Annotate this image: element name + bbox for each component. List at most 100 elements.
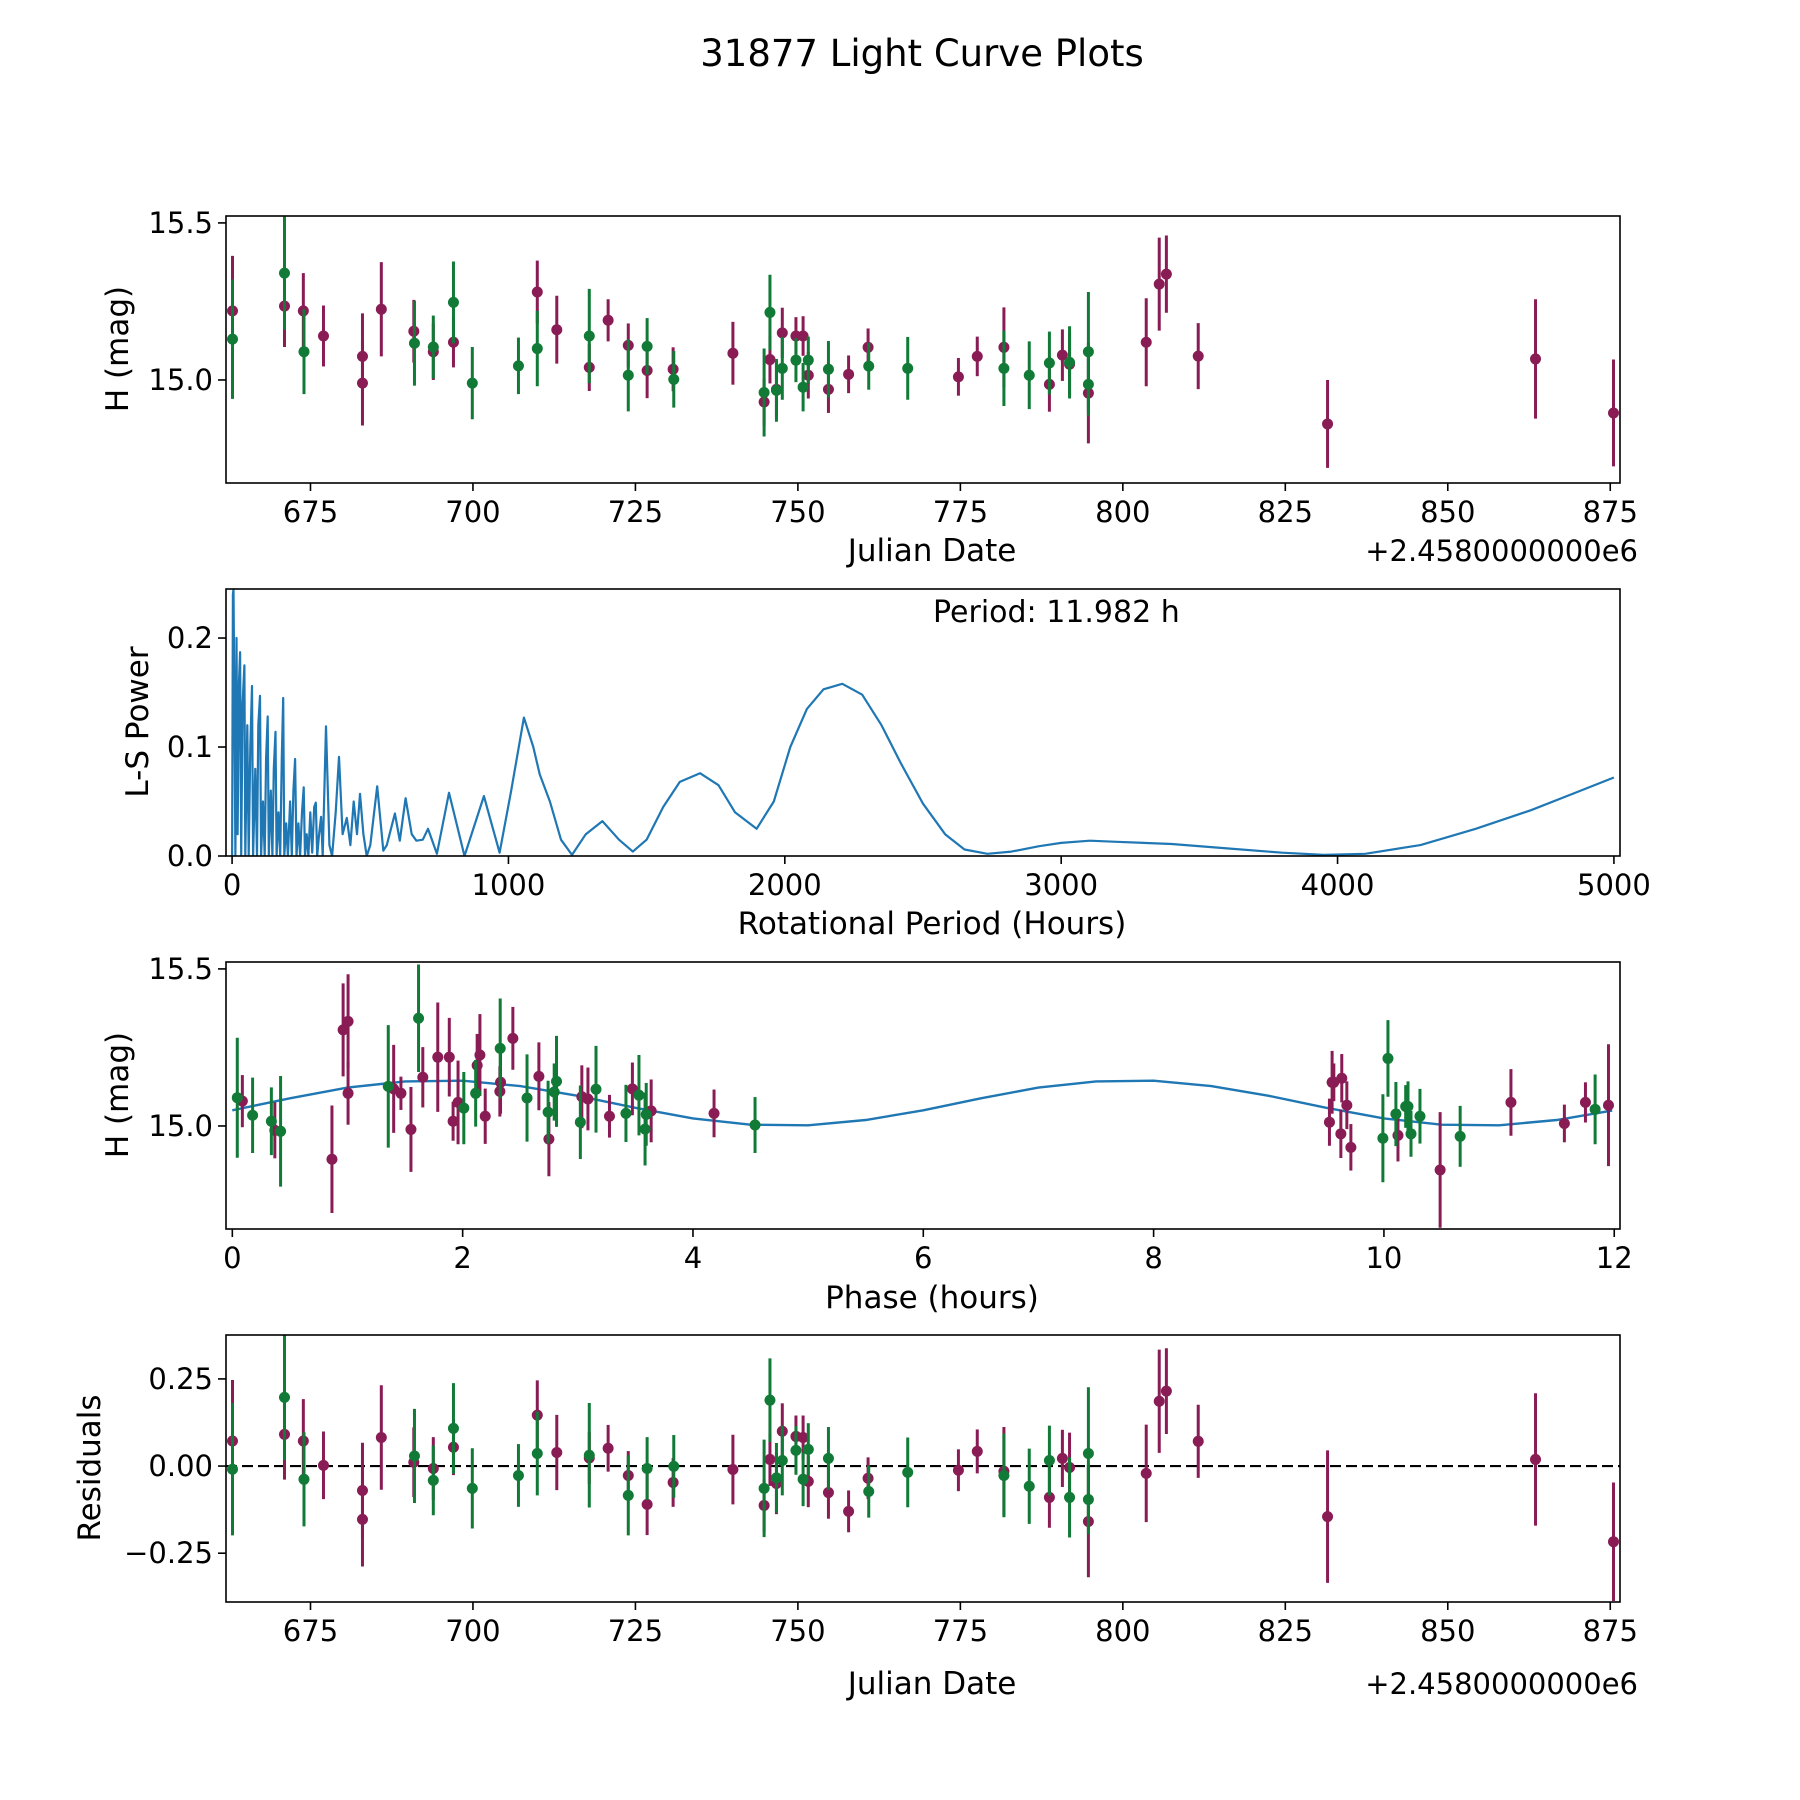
residuals-x-tick-label: 725: [608, 1614, 663, 1648]
phased-data-point: [443, 1051, 455, 1063]
phased-data-point: [342, 1087, 354, 1099]
phased-y-ticks: 15.0 15.5: [148, 952, 226, 1143]
residuals-data-point: [1160, 1385, 1172, 1397]
phased-data-point: [1579, 1096, 1591, 1108]
residuals-y-tick-label: 0.25: [148, 1362, 213, 1396]
residuals-data-point: [602, 1442, 614, 1454]
residuals-x-tick-label: 825: [1258, 1614, 1313, 1648]
lightcurve-data-point: [1056, 349, 1068, 361]
residuals-data-point: [427, 1474, 439, 1486]
residuals-data-point: [278, 1391, 290, 1403]
residuals-data-point: [408, 1450, 420, 1462]
phased-data-point: [1390, 1108, 1402, 1120]
lightcurve-x-tick-label: 850: [1420, 495, 1475, 529]
residuals-x-tick-label: 875: [1583, 1614, 1638, 1648]
lightcurve-x-tick-label: 800: [1095, 495, 1150, 529]
residuals-data-point: [668, 1460, 680, 1472]
phased-data-point: [1602, 1099, 1614, 1111]
lightcurve-x-tick-label: 725: [608, 495, 663, 529]
phased-x-tick-label: 2: [453, 1241, 471, 1275]
residuals-data-point: [317, 1459, 329, 1471]
phased-series-green: [231, 964, 1601, 1187]
residuals-data-point: [551, 1446, 563, 1458]
periodogram-y-tick-label: 0.0: [167, 839, 213, 873]
lightcurve-data-point: [1064, 356, 1076, 368]
residuals-data-point: [843, 1505, 855, 1517]
lightcurve-data-point: [466, 377, 478, 389]
phased-x-label: Phase (hours): [825, 1280, 1039, 1316]
phased-data-point: [1323, 1116, 1335, 1128]
phased-data-point: [326, 1153, 338, 1165]
phased-data-point: [1336, 1072, 1348, 1084]
phased-data-point: [548, 1086, 560, 1098]
residuals-x-label: Julian Date: [846, 1666, 1017, 1702]
lightcurve-data-point: [1043, 357, 1055, 369]
residuals-x-tick-label: 675: [283, 1614, 338, 1648]
phased-data-point: [275, 1125, 287, 1137]
phased-data-point: [1558, 1117, 1570, 1129]
lightcurve-data-point: [668, 373, 680, 385]
lightcurve-x-ticks: 675 700 725 750 775 800 825 850 875: [283, 483, 1638, 529]
residuals-data-point: [1153, 1395, 1165, 1407]
periodogram-x-tick-label: 1000: [472, 868, 546, 902]
residuals-data-point: [641, 1463, 653, 1474]
lightcurve-data-point: [764, 354, 776, 366]
periodogram-x-tick-label: 3000: [1024, 868, 1098, 902]
residuals-x-tick-label: 700: [445, 1614, 500, 1648]
residuals-data-point: [622, 1489, 634, 1501]
lightcurve-data-point: [776, 327, 788, 339]
lightcurve-data-point: [278, 267, 290, 279]
phased-data-point: [1345, 1141, 1357, 1153]
residuals-x-tick-label: 775: [933, 1614, 988, 1648]
residuals-data-point: [797, 1473, 809, 1485]
periodogram-x-tick-label: 2000: [748, 868, 822, 902]
lightcurve-data-point: [226, 333, 238, 345]
phased-data-point: [447, 1115, 459, 1127]
figure-title: 31877 Light Curve Plots: [700, 32, 1144, 75]
periodogram-x-tick-label: 5000: [1577, 868, 1651, 902]
residuals-data-point: [764, 1394, 776, 1406]
residuals-series-green: [226, 1335, 1094, 1538]
lightcurve-data-point: [758, 387, 770, 399]
residuals-data-point: [758, 1482, 770, 1494]
lightcurve-data-point: [447, 296, 459, 308]
phased-x-tick-label: 6: [914, 1241, 932, 1275]
lightcurve-data-point: [797, 381, 809, 393]
lightcurve-data-point: [641, 340, 653, 352]
lightcurve-data-point: [531, 286, 543, 298]
phased-data-point: [1392, 1129, 1404, 1141]
residuals-data-point: [1064, 1491, 1076, 1503]
phased-series-purple: [236, 974, 1614, 1228]
phased-data-point: [640, 1108, 652, 1120]
residuals-y-tick-label: −0.25: [124, 1536, 213, 1570]
lightcurve-data-point: [375, 303, 387, 315]
phased-x-tick-label: 0: [223, 1241, 241, 1275]
phased-data-point: [247, 1109, 259, 1121]
phased-data-point: [1335, 1128, 1347, 1140]
residuals-data-point: [822, 1452, 834, 1464]
lightcurve-data-point: [843, 368, 855, 380]
residuals-data-point: [641, 1498, 653, 1510]
lightcurve-data-point: [1160, 268, 1172, 280]
residuals-data-point: [1192, 1435, 1204, 1447]
residuals-data-point: [863, 1486, 875, 1498]
lightcurve-data-point: [356, 377, 368, 389]
lightcurve-data-point: [797, 330, 809, 342]
lightcurve-data-point: [902, 362, 914, 374]
lightcurve-series-green: [226, 216, 1094, 437]
residuals-marks: [226, 1335, 1620, 1601]
phased-x-tick-label: 12: [1596, 1241, 1633, 1275]
lightcurve-x-tick-label: 675: [283, 495, 338, 529]
residuals-data-point: [1082, 1494, 1094, 1506]
lightcurve-data-point: [863, 360, 875, 372]
residuals-x-tick-label: 750: [770, 1614, 825, 1648]
residuals-data-point: [770, 1472, 782, 1484]
phased-data-point: [582, 1093, 594, 1105]
lightcurve-data-point: [727, 347, 739, 359]
lightcurve-data-point: [1192, 350, 1204, 362]
phased-data-point: [749, 1119, 761, 1131]
residuals-data-point: [1322, 1511, 1334, 1523]
phased-data-point: [337, 1024, 349, 1036]
lightcurve-data-point: [512, 360, 524, 372]
